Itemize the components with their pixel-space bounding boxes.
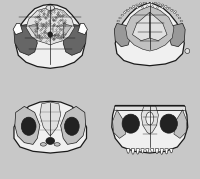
Polygon shape	[126, 149, 130, 153]
Polygon shape	[63, 24, 87, 55]
Polygon shape	[63, 23, 72, 38]
Polygon shape	[115, 3, 184, 66]
Polygon shape	[78, 23, 87, 35]
Ellipse shape	[174, 12, 176, 13]
Ellipse shape	[180, 20, 183, 22]
Ellipse shape	[136, 4, 138, 6]
Polygon shape	[160, 149, 163, 154]
Polygon shape	[150, 12, 167, 41]
Ellipse shape	[132, 6, 135, 7]
Polygon shape	[14, 101, 87, 153]
Polygon shape	[26, 7, 74, 45]
Ellipse shape	[40, 143, 46, 146]
Polygon shape	[146, 149, 149, 153]
Ellipse shape	[154, 2, 156, 4]
Ellipse shape	[150, 2, 153, 4]
Polygon shape	[13, 23, 23, 35]
Ellipse shape	[48, 32, 53, 37]
Polygon shape	[16, 4, 85, 68]
Ellipse shape	[54, 143, 60, 146]
Polygon shape	[136, 149, 139, 154]
Polygon shape	[169, 23, 185, 47]
Ellipse shape	[46, 137, 55, 144]
Polygon shape	[40, 102, 61, 136]
Polygon shape	[126, 6, 174, 51]
Polygon shape	[170, 149, 173, 153]
Polygon shape	[114, 106, 185, 110]
Polygon shape	[29, 23, 37, 38]
Ellipse shape	[161, 4, 164, 6]
Ellipse shape	[178, 17, 181, 19]
Polygon shape	[114, 23, 131, 47]
Ellipse shape	[121, 14, 123, 16]
Ellipse shape	[176, 14, 178, 16]
Polygon shape	[141, 106, 158, 134]
Ellipse shape	[65, 117, 79, 135]
Ellipse shape	[146, 112, 154, 125]
Polygon shape	[61, 106, 86, 144]
Ellipse shape	[158, 3, 160, 5]
Polygon shape	[141, 149, 144, 153]
Polygon shape	[131, 149, 135, 154]
Ellipse shape	[165, 6, 167, 7]
Ellipse shape	[171, 9, 173, 11]
Polygon shape	[112, 106, 188, 153]
Ellipse shape	[139, 3, 142, 5]
Circle shape	[185, 49, 190, 54]
Ellipse shape	[126, 9, 129, 11]
Ellipse shape	[46, 5, 55, 10]
Ellipse shape	[21, 117, 36, 135]
Polygon shape	[155, 149, 159, 154]
Ellipse shape	[143, 2, 145, 4]
Polygon shape	[15, 106, 40, 144]
Ellipse shape	[117, 20, 119, 22]
Polygon shape	[132, 12, 150, 41]
Ellipse shape	[124, 12, 126, 13]
Ellipse shape	[168, 7, 170, 9]
Polygon shape	[113, 110, 126, 138]
Ellipse shape	[119, 17, 121, 19]
Polygon shape	[14, 24, 37, 55]
Ellipse shape	[160, 114, 177, 133]
Polygon shape	[174, 110, 187, 138]
Ellipse shape	[122, 114, 139, 133]
Ellipse shape	[129, 7, 132, 9]
Ellipse shape	[147, 2, 149, 4]
Polygon shape	[165, 149, 168, 154]
Polygon shape	[150, 149, 154, 153]
